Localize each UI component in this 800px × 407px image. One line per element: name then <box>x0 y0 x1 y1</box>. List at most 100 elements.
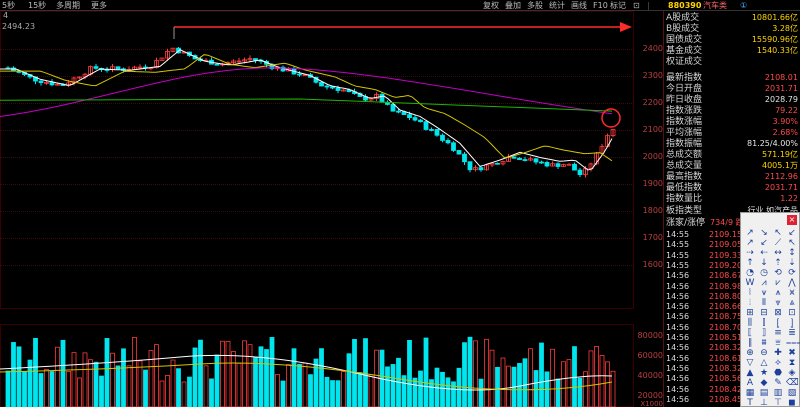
toolbar-stats[interactable]: 统计 <box>549 1 565 10</box>
draw-tool-icon[interactable]: ⊠ <box>774 308 782 318</box>
draw-tool-icon[interactable]: ≡ <box>774 328 782 338</box>
draw-tool-icon[interactable]: ⟡ <box>775 358 781 368</box>
draw-tool-icon[interactable]: △ <box>760 358 768 368</box>
draw-tool-icon[interactable]: ⟋ <box>774 238 782 248</box>
price-pane[interactable]: 4 2494.23 2400 2300 2200 2100 2000 1900 … <box>0 11 663 309</box>
volume-pane[interactable]: 80000 60000 40000 20000 X1000 <box>0 324 663 407</box>
draw-tool-icon[interactable]: ↙ <box>760 238 768 248</box>
period-multi[interactable]: 多周期 <box>56 1 80 10</box>
draw-tool-icon[interactable]: ◷ <box>760 268 768 278</box>
draw-tool-icon[interactable]: A <box>746 378 754 388</box>
draw-tool-icon[interactable]: ⧗ <box>788 358 796 368</box>
draw-tool-icon[interactable]: ⟳ <box>788 268 796 278</box>
draw-tool-icon[interactable]: ◔ <box>746 268 754 278</box>
draw-tool-icon[interactable]: ⩘ <box>761 278 767 288</box>
draw-tool-icon[interactable]: ◆ <box>760 378 768 388</box>
draw-tool-icon[interactable]: ⦚ <box>749 288 751 298</box>
draw-tool-icon[interactable]: ⟲ <box>774 268 782 278</box>
toolbar-fuquan[interactable]: 复权 <box>483 1 499 10</box>
period-more[interactable]: 更多 <box>91 1 107 10</box>
draw-tool-icon[interactable]: ⩓ <box>789 298 795 308</box>
draw-tool-icon[interactable]: ⩔ <box>775 298 781 308</box>
draw-tool-icon[interactable]: ↗ <box>746 238 754 248</box>
draw-tool-icon[interactable]: ↔ <box>774 248 782 258</box>
toolbar-overlay[interactable]: 叠加 <box>505 1 521 10</box>
draw-tool-icon[interactable]: ⊤ <box>774 398 782 407</box>
volume-chart[interactable] <box>0 324 634 407</box>
draw-tool-icon[interactable]: ↗ <box>746 228 754 238</box>
volume-bar <box>440 371 445 407</box>
draw-tool-icon[interactable]: ⩶ <box>786 338 800 348</box>
tool-panel-close-button[interactable]: × <box>787 215 797 225</box>
draw-tool-icon[interactable]: ↕ <box>788 248 796 258</box>
draw-tool-icon[interactable]: ↘ <box>760 228 768 238</box>
draw-tool-icon[interactable]: ⇠ <box>760 248 768 258</box>
draw-tool-icon[interactable]: ⌫ <box>786 378 799 388</box>
draw-tool-icon[interactable]: ▽ <box>746 358 754 368</box>
draw-tool-icon[interactable]: ⩛ <box>761 288 767 298</box>
toolbar-mark[interactable]: 标记 <box>610 1 626 10</box>
draw-tool-icon[interactable]: ⫼ <box>747 318 753 328</box>
candle-down <box>555 163 561 167</box>
drawing-tool-panel[interactable]: × ↗ ↘ ↖ ↙ ↗ ↙ ⟋ ↖ ⇢ ⇠ ↔ ↕ ↑ ↓ ⇡ ⇣ ◔ ◷ ⟲ ⟳ W ⩘ ⩗ ⋀ ⦚ ⩛ ⩚ ⩙ ⦙ ⦀ ⩔ ⩓ ⊞ ⊟ ⊠ ⊡ ⫼ ⫿… <box>740 212 800 407</box>
quote-value: 734/9 跌 <box>710 218 744 227</box>
draw-tool-icon[interactable]: ↑ <box>746 258 754 268</box>
draw-tool-icon[interactable]: ⩸ <box>775 338 781 348</box>
draw-tool-icon[interactable]: ◈ <box>788 368 796 378</box>
draw-tool-icon[interactable]: ▤ <box>759 388 769 398</box>
draw-tool-icon[interactable]: ▦ <box>745 388 755 398</box>
toolbar-multistock[interactable]: 多股 <box>527 1 543 10</box>
draw-tool-icon[interactable]: ⩩ <box>761 338 767 348</box>
draw-tool-icon[interactable]: ⦙ <box>748 298 752 308</box>
draw-tool-icon[interactable]: ⩗ <box>775 278 781 288</box>
draw-tool-icon[interactable]: ⩚ <box>775 288 781 298</box>
draw-tool-icon[interactable]: ▲ <box>746 368 754 378</box>
volume-bar <box>319 348 324 407</box>
trade-time: 14:56 <box>666 271 690 281</box>
draw-tool-icon[interactable]: ⊥ <box>760 398 768 407</box>
draw-tool-icon[interactable]: ▧ <box>787 388 797 398</box>
draw-tool-icon[interactable]: ≣ <box>788 328 796 338</box>
draw-tool-icon[interactable]: ∥ <box>747 338 753 348</box>
draw-tool-icon[interactable]: ⦋ <box>776 318 780 328</box>
draw-tool-icon[interactable]: ⊖ <box>760 348 768 358</box>
chart-area[interactable]: 4 2494.23 2400 2300 2200 2100 2000 1900 … <box>0 11 663 407</box>
draw-tool-icon[interactable]: ⇡ <box>774 258 782 268</box>
draw-tool-icon[interactable]: ⦌ <box>790 318 794 328</box>
draw-tool-icon[interactable]: ⇣ <box>788 258 796 268</box>
chart-close-icon[interactable]: ⊡ <box>633 1 640 10</box>
draw-tool-icon[interactable]: ◼ <box>788 398 796 407</box>
draw-tool-icon[interactable]: ⊕ <box>746 348 754 358</box>
volume-bar <box>82 352 88 407</box>
draw-tool-icon[interactable]: ⫿ <box>762 318 766 328</box>
draw-tool-icon[interactable]: ⦀ <box>762 298 766 308</box>
draw-tool-icon[interactable]: ✚ <box>774 348 782 358</box>
toolbar-draw-line[interactable]: 画线 <box>571 1 587 10</box>
draw-tool-icon[interactable]: ⊞ <box>746 308 754 318</box>
draw-tool-icon[interactable]: ★ <box>759 368 769 378</box>
draw-tool-icon[interactable]: ↖ <box>774 228 782 238</box>
period-15s[interactable]: 15秒 <box>28 1 47 10</box>
trade-list[interactable]: 14:55 2109.15 14:55 2109.05 14:55 2109.33 14:5… <box>664 230 800 407</box>
draw-tool-icon[interactable]: ✖ <box>788 348 796 358</box>
symbol-info-icon[interactable]: ① <box>740 1 748 10</box>
draw-tool-icon[interactable]: ⩙ <box>789 288 795 298</box>
draw-tool-icon[interactable]: ⟦ <box>747 328 753 338</box>
candlestick-chart[interactable] <box>0 11 634 309</box>
draw-tool-icon[interactable]: ▥ <box>773 388 783 398</box>
draw-tool-icon[interactable]: ⇢ <box>746 248 754 258</box>
draw-tool-icon[interactable]: ↙ <box>788 228 796 238</box>
draw-tool-icon[interactable]: ⟧ <box>761 328 767 338</box>
draw-tool-icon[interactable]: ⬣ <box>774 368 782 378</box>
period-5s[interactable]: 5秒 <box>2 1 16 10</box>
draw-tool-icon[interactable]: W <box>745 278 755 288</box>
grid-line-1900 <box>0 184 634 185</box>
draw-tool-icon[interactable]: ⋀ <box>788 278 796 288</box>
draw-tool-icon[interactable]: ✎ <box>774 378 782 388</box>
draw-tool-icon[interactable]: ⊟ <box>760 308 768 318</box>
draw-tool-icon[interactable]: ⊡ <box>788 308 796 318</box>
draw-tool-icon[interactable]: ↓ <box>760 258 768 268</box>
draw-tool-icon[interactable]: T <box>747 398 753 407</box>
draw-tool-icon[interactable]: ↖ <box>788 238 796 248</box>
toolbar-f10[interactable]: F10 <box>593 1 608 10</box>
